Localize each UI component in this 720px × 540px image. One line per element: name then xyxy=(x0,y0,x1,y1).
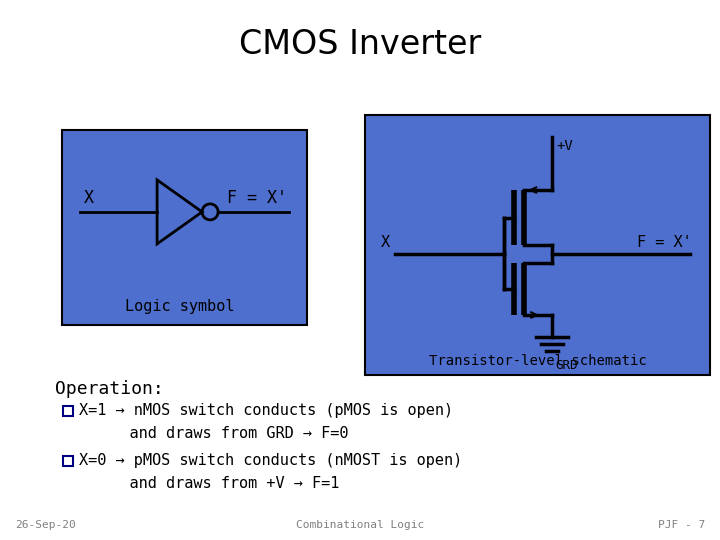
Text: and draws from +V → F=1: and draws from +V → F=1 xyxy=(93,476,339,490)
Bar xyxy=(63,456,73,466)
Text: Operation:: Operation: xyxy=(55,380,163,398)
Text: X: X xyxy=(84,189,94,207)
Text: X: X xyxy=(381,235,390,250)
Text: GRD: GRD xyxy=(556,359,578,372)
Text: F = X': F = X' xyxy=(637,235,692,250)
Text: CMOS Inverter: CMOS Inverter xyxy=(239,29,481,62)
Text: +V: +V xyxy=(557,139,573,153)
Text: X=1 → nMOS switch conducts (pMOS is open): X=1 → nMOS switch conducts (pMOS is open… xyxy=(79,403,453,418)
Bar xyxy=(63,406,73,416)
Text: Combinational Logic: Combinational Logic xyxy=(296,520,424,530)
Text: F = X': F = X' xyxy=(227,189,287,207)
Bar xyxy=(62,130,307,325)
Text: Logic symbol: Logic symbol xyxy=(125,300,234,314)
Text: Transistor-level schematic: Transistor-level schematic xyxy=(428,354,647,368)
Bar xyxy=(365,115,710,375)
Text: 26-Sep-20: 26-Sep-20 xyxy=(15,520,76,530)
Text: X=0 → pMOS switch conducts (nMOST is open): X=0 → pMOS switch conducts (nMOST is ope… xyxy=(79,454,462,469)
Text: and draws from GRD → F=0: and draws from GRD → F=0 xyxy=(93,426,348,441)
Text: PJF - 7: PJF - 7 xyxy=(658,520,705,530)
